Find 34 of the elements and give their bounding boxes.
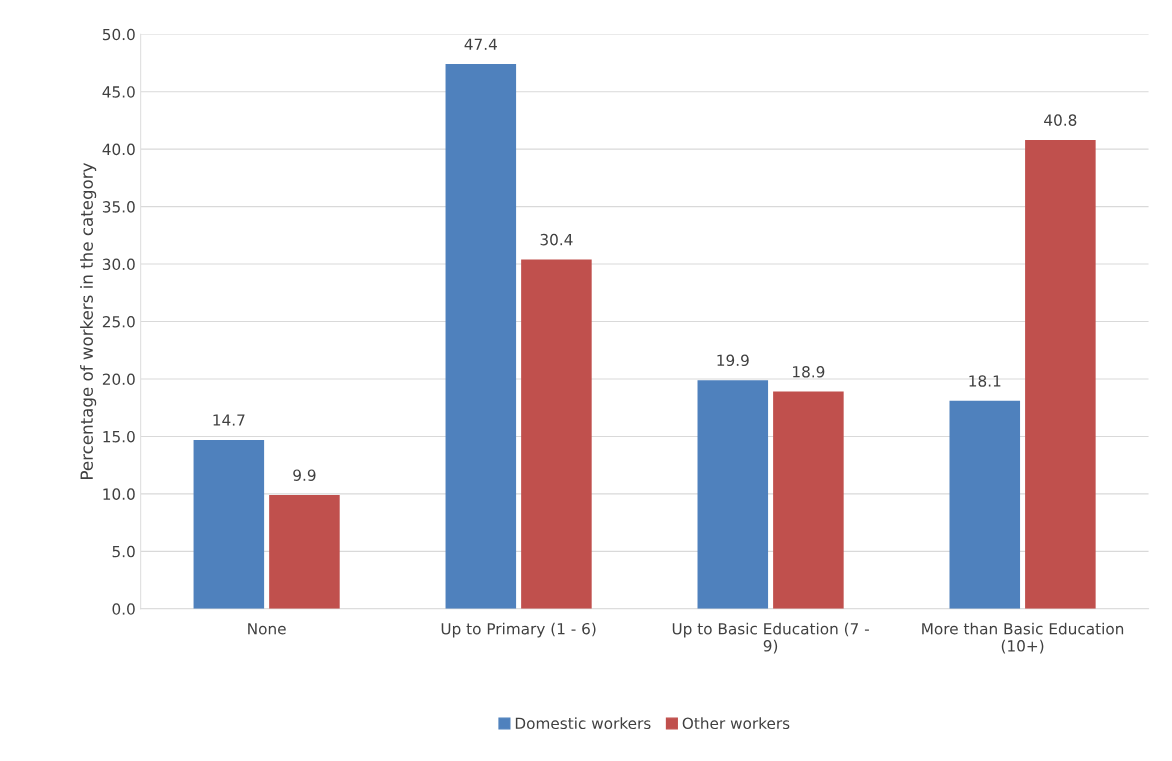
y-tick-label: 30.0 (102, 258, 135, 271)
bar (1025, 139, 1096, 609)
bar (697, 380, 769, 609)
bar (521, 259, 592, 609)
data-label: 30.4 (540, 233, 573, 246)
x-tick-label: None (248, 623, 286, 635)
data-label: 47.4 (464, 38, 497, 50)
legend-label: Other workers (682, 717, 790, 730)
y-tick-label: 40.0 (102, 143, 135, 156)
y-tick-label: 5.0 (112, 545, 135, 558)
y-tick-label: 45.0 (102, 86, 135, 98)
bar (773, 391, 844, 609)
y-axis-title: Percentage of workers in the category (80, 163, 97, 479)
data-label: 18.1 (969, 375, 1001, 387)
data-label: 18.9 (793, 365, 825, 378)
y-tick-label: 50.0 (102, 28, 135, 41)
x-tick-label: Up to Primary (1 - 6) (441, 622, 596, 638)
bar (193, 439, 265, 609)
data-label: 14.7 (213, 414, 245, 426)
y-tick-label: 20.0 (102, 373, 135, 385)
y-tick-label: 25.0 (102, 315, 135, 328)
legend-label: Domestic workers (515, 717, 651, 730)
data-label: 9.9 (293, 469, 316, 481)
data-label: 19.9 (717, 354, 749, 367)
x-tick-label: Up to Basic Education (7 - 9) (672, 622, 869, 654)
data-label: 40.8 (1044, 114, 1077, 126)
bar (445, 64, 517, 609)
bar (949, 400, 1021, 609)
bar (269, 495, 340, 609)
y-tick-label: 0.0 (112, 603, 135, 615)
y-tick-label: 15.0 (103, 430, 135, 443)
x-tick-label: More than Basic Education (10+) (922, 622, 1124, 654)
y-tick-label: 10.0 (103, 488, 135, 500)
y-tick-label: 35.0 (102, 201, 135, 213)
